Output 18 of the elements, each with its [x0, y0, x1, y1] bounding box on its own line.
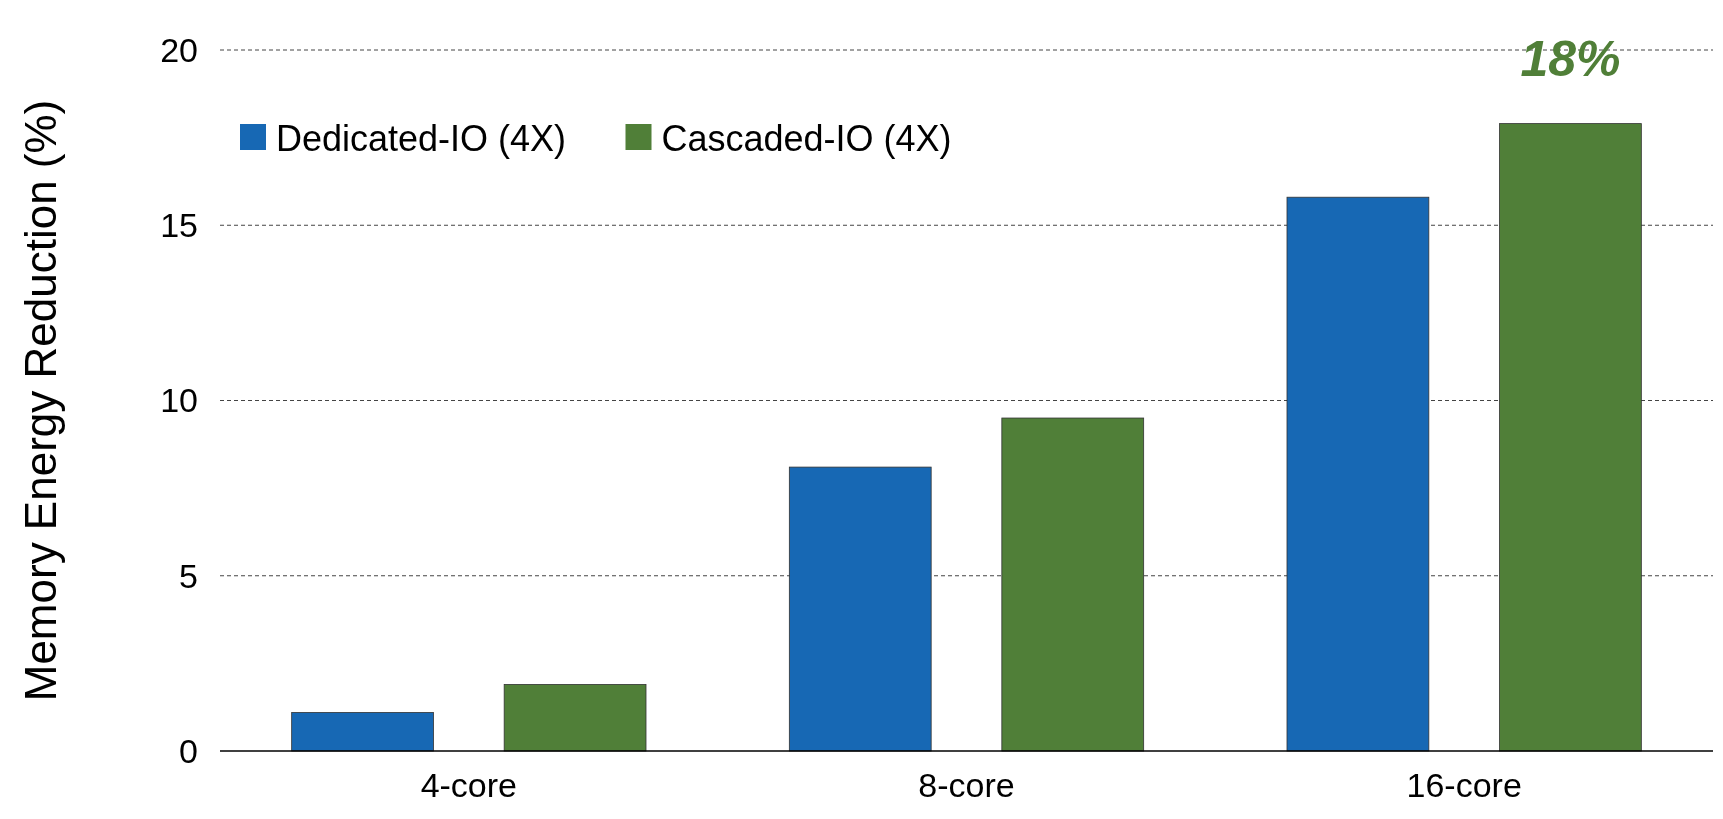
annotation: 18%	[1520, 31, 1621, 87]
bar	[1499, 123, 1642, 752]
y-tick-label: 15	[160, 206, 198, 245]
x-tick-label: 8-core	[918, 766, 1015, 804]
x-tick-label: 4-core	[420, 766, 518, 804]
bar	[788, 466, 932, 752]
y-tick-label: 5	[179, 556, 198, 595]
y-tick-label: 10	[160, 381, 198, 420]
y-tick-label: 0	[179, 731, 198, 770]
y-axis-title: Memory Energy Reduction (%)	[16, 99, 65, 702]
x-tick-label: 16-core	[1406, 766, 1522, 804]
legend-label: Cascaded-IO (4X)	[661, 117, 952, 159]
legend-label: Dedicated-IO (4X)	[276, 117, 567, 159]
bar	[1001, 417, 1145, 752]
bar	[291, 712, 434, 752]
bar	[503, 684, 647, 752]
bar	[1286, 196, 1430, 752]
y-tick-label: 20	[160, 30, 198, 69]
